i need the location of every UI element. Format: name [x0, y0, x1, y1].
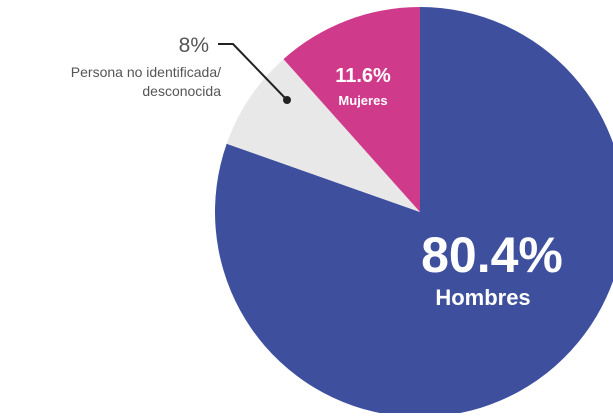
hombres-name-label: Hombres [435, 285, 530, 310]
unknown-name-label-line2: desconocida [142, 83, 221, 99]
slice-unknown [226, 59, 420, 213]
mujeres-percent-label: 11.6% [335, 65, 391, 87]
mujeres-name-label: Mujeres [338, 93, 387, 108]
unknown-percent-label: 8% [179, 34, 209, 57]
unknown-name-label-line1: Persona no identificada/ [71, 64, 221, 80]
pie-slices [215, 6, 613, 417]
slice-hombres [215, 7, 613, 417]
unknown-leader-dot [283, 96, 291, 104]
unknown-leader-line [218, 43, 288, 101]
slice-mujeres [283, 6, 420, 212]
hombres-percent-label: 80.4% [421, 227, 563, 283]
